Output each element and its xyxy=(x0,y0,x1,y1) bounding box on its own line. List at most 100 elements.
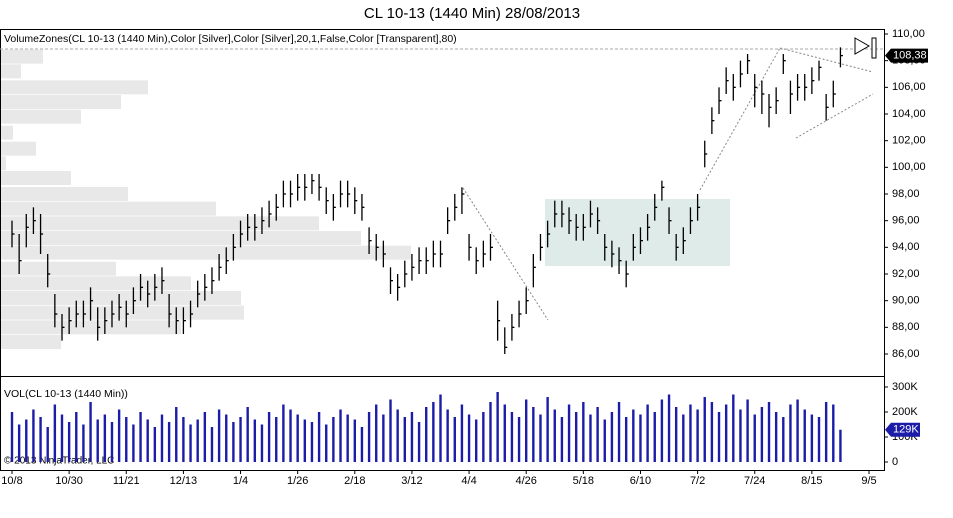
trend-line xyxy=(795,93,874,139)
volume-bar xyxy=(639,414,642,462)
volume-zone xyxy=(1,335,61,349)
volume-bar xyxy=(839,429,842,462)
volume-bar xyxy=(232,422,235,462)
x-tick-label: 1/4 xyxy=(233,475,248,487)
volume-bar xyxy=(225,414,228,462)
volume-bar xyxy=(789,404,792,462)
last-volume-label: 129K xyxy=(893,424,919,436)
volume-zone xyxy=(1,305,244,320)
x-tick-label: 4/26 xyxy=(515,475,536,487)
x-tick-label: 11/21 xyxy=(113,475,140,487)
volume-zone xyxy=(1,201,216,216)
x-tick-label: 6/10 xyxy=(630,475,651,487)
volume-bar xyxy=(767,402,771,462)
volume-bar xyxy=(167,422,171,462)
y2-tick-label: 300K xyxy=(892,381,918,393)
x-tick-label: 7/24 xyxy=(744,475,765,487)
volume-bar xyxy=(682,414,685,462)
x-tick-label: 4/4 xyxy=(461,475,476,487)
volume-zone xyxy=(1,291,241,305)
volume-bar xyxy=(146,419,149,462)
play-icon xyxy=(854,37,871,55)
volume-zone xyxy=(1,156,6,171)
volume-bar xyxy=(132,424,135,462)
y-tick-label: 90,00 xyxy=(892,295,920,307)
volume-bar xyxy=(689,404,692,462)
last-volume-marker xyxy=(885,422,920,437)
x-tick-label: 12/13 xyxy=(170,475,198,487)
volume-bar xyxy=(467,414,471,462)
y-tick-label: 96,00 xyxy=(892,215,920,227)
volume-bar xyxy=(703,397,706,462)
volume-bar xyxy=(282,404,285,462)
volume-bar xyxy=(539,414,542,462)
volume-bar xyxy=(103,414,107,462)
volume-zone xyxy=(1,245,411,260)
volume-bar xyxy=(546,397,549,462)
volume-bar xyxy=(125,417,128,462)
volume-bar xyxy=(589,414,592,462)
volume-bar xyxy=(810,414,814,462)
volume-bar xyxy=(732,394,735,462)
last-price-marker xyxy=(885,48,928,63)
volume-bar xyxy=(367,412,371,462)
x-tick-label: 3/12 xyxy=(401,475,422,487)
volume-bar xyxy=(67,422,71,462)
volume-bar xyxy=(117,409,121,462)
volume-bar xyxy=(325,424,328,462)
volume-bar xyxy=(603,419,606,462)
trend-line xyxy=(779,47,874,73)
volume-bar xyxy=(375,404,378,462)
volume-bar xyxy=(396,409,399,462)
y-tick-label: 94,00 xyxy=(892,241,920,253)
volume-bar xyxy=(360,427,364,462)
volume-bar xyxy=(189,424,192,462)
y-tick-label: 106,00 xyxy=(892,81,926,93)
volume-bar xyxy=(560,417,564,462)
volume-bar xyxy=(510,412,514,462)
volume-bar xyxy=(425,407,428,462)
volume-bar xyxy=(674,407,678,462)
y-tick-label: 92,00 xyxy=(892,268,920,280)
volume-zone xyxy=(1,109,81,124)
volume-bar xyxy=(160,414,164,462)
volume-bar xyxy=(139,412,142,462)
volume-bar xyxy=(25,419,28,462)
volume-bar xyxy=(760,407,764,462)
volume-bar xyxy=(346,414,349,462)
volume-bar xyxy=(460,404,464,462)
volume-bar xyxy=(796,399,799,462)
volume-zone xyxy=(1,320,181,335)
volume-bar xyxy=(453,417,456,462)
volume-bar xyxy=(653,412,656,462)
volume-bar xyxy=(203,412,207,462)
volume-bar xyxy=(410,412,414,462)
y2-tick-label: 0 xyxy=(892,456,898,468)
volume-bar xyxy=(253,419,257,462)
volume-bar xyxy=(824,402,828,462)
volume-label: VOL(CL 10-13 (1440 Min)) xyxy=(4,388,128,400)
volume-bar xyxy=(389,399,392,462)
volume-bar xyxy=(89,402,92,462)
y-tick-label: 98,00 xyxy=(892,188,920,200)
volume-bar xyxy=(17,424,21,462)
volume-bar xyxy=(432,402,435,462)
volume-bar xyxy=(617,402,621,462)
trend-line xyxy=(699,47,781,191)
volume-bar xyxy=(646,404,649,462)
y-tick-label: 102,00 xyxy=(892,135,926,147)
volume-bar xyxy=(260,424,264,462)
volume-bar xyxy=(153,427,157,462)
volume-bar xyxy=(803,409,806,462)
x-tick-label: 9/5 xyxy=(861,475,876,487)
volume-bar xyxy=(296,414,299,462)
last-price-label: 108,38 xyxy=(893,50,927,62)
copyright: © 2013 NinjaTrader, LLC xyxy=(4,456,114,467)
volume-bar xyxy=(339,409,342,462)
y-tick-label: 104,00 xyxy=(892,108,926,120)
volume-bar xyxy=(275,417,278,462)
volume-bar xyxy=(53,404,57,462)
volume-bar xyxy=(82,424,85,462)
volume-bar xyxy=(10,412,14,462)
y-tick-label: 88,00 xyxy=(892,321,920,333)
